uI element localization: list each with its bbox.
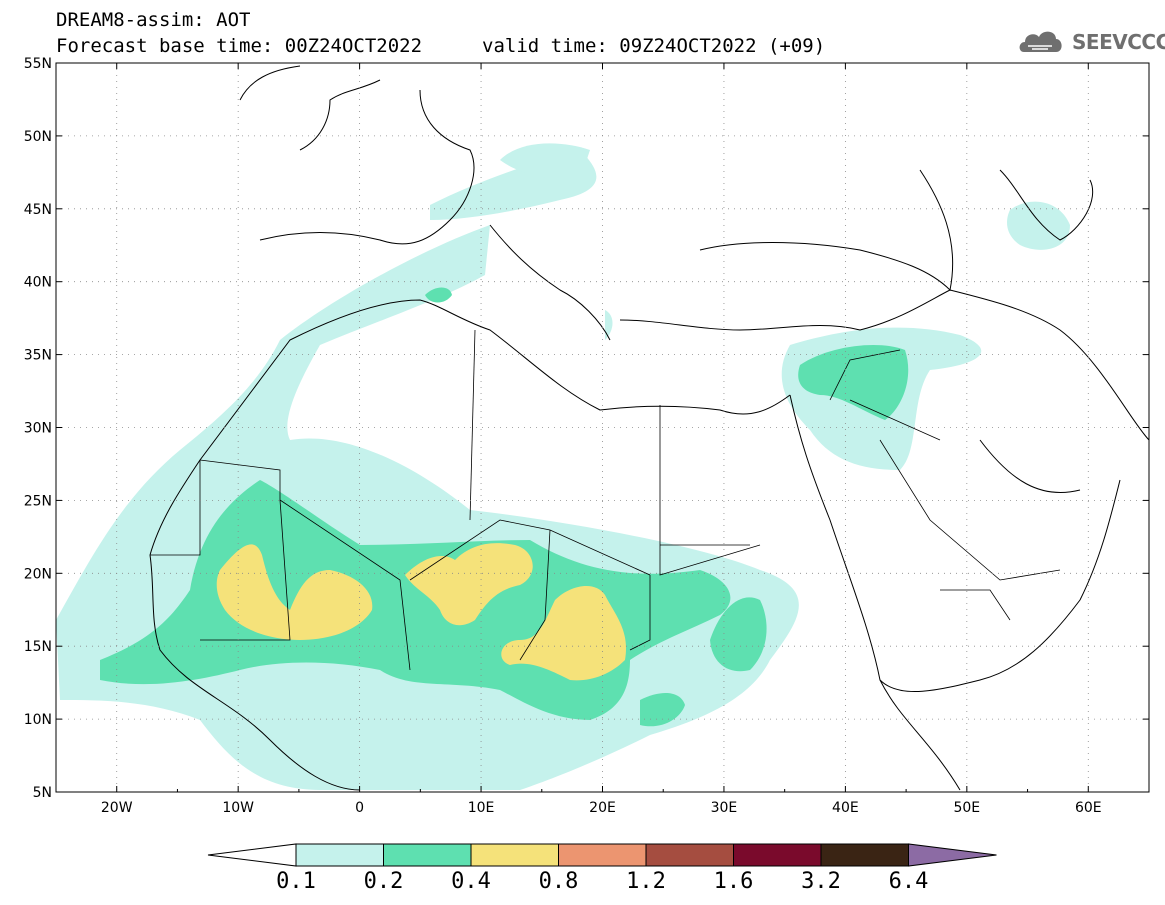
lat-tick-label: 55N — [24, 56, 52, 72]
colorbar-label: 3.2 — [801, 869, 841, 894]
aot-field-yellow — [216, 543, 626, 681]
lat-tick-label: 40N — [24, 275, 52, 291]
coastlines — [149, 65, 1149, 791]
colorbar-segment — [295, 843, 384, 867]
colorbar-label: 0.1 — [276, 869, 316, 894]
colorbar-label: 1.2 — [626, 869, 666, 894]
cloud-logo-icon — [1019, 31, 1062, 52]
map-grid — [56, 63, 1149, 792]
lat-tick-label: 25N — [24, 493, 52, 509]
lon-tick-label: 50E — [953, 800, 980, 816]
colorbar-segment — [820, 843, 909, 867]
lon-tick-label: 20E — [589, 800, 616, 816]
lon-tick-label: 60E — [1075, 800, 1102, 816]
lat-tick-label: 10N — [24, 712, 52, 728]
aot-fields — [56, 143, 1070, 790]
colorbar-under-triangle — [207, 843, 297, 867]
lat-tick-label: 30N — [24, 421, 52, 437]
colorbar-segment — [733, 843, 822, 867]
colorbar-label: 0.8 — [539, 869, 579, 894]
lon-tick-label: 40E — [832, 800, 859, 816]
valid-time: valid time: 09Z24OCT2022 (+09) — [482, 35, 826, 57]
map-title: DREAM8-assim: AOT — [56, 9, 251, 31]
latitude-axis: 55N 50N 45N 40N 35N 30N 25N 20N 15N 10N 5N — [24, 56, 1149, 801]
lon-tick-label: 0 — [355, 800, 364, 816]
lon-tick-label: 10W — [222, 800, 254, 816]
colorbar-label: 0.2 — [364, 869, 404, 894]
colorbar-segment — [383, 843, 472, 867]
colorbar-label: 6.4 — [889, 869, 929, 894]
lat-tick-label: 20N — [24, 566, 52, 582]
colorbar-label: 1.6 — [714, 869, 754, 894]
lat-tick-label: 50N — [24, 129, 52, 145]
colorbar-segment — [558, 843, 647, 867]
lon-tick-label: 20W — [101, 800, 133, 816]
colorbar-over-triangle — [908, 843, 997, 867]
forecast-base-time: Forecast base time: 00Z24OCT2022 — [56, 35, 423, 57]
colorbar-label: 0.4 — [451, 869, 491, 894]
lon-tick-label: 30E — [711, 800, 738, 816]
colorbar-segment — [470, 843, 559, 867]
colorbar: 0.1 0.2 0.4 0.8 1.2 1.6 3.2 6.4 — [207, 843, 997, 894]
lat-tick-label: 45N — [24, 202, 52, 218]
lat-tick-label: 5N — [33, 785, 52, 801]
colorbar-segment — [645, 843, 734, 867]
lon-tick-label: 10E — [468, 800, 495, 816]
country-borders — [150, 329, 1061, 671]
logo-text: SEEVCCC — [1072, 30, 1165, 54]
longitude-axis: 20W 10W 0 10E 20E 30E 40E 50E 60E — [55, 63, 1150, 816]
lat-tick-label: 35N — [24, 348, 52, 364]
lat-tick-label: 15N — [24, 639, 52, 655]
